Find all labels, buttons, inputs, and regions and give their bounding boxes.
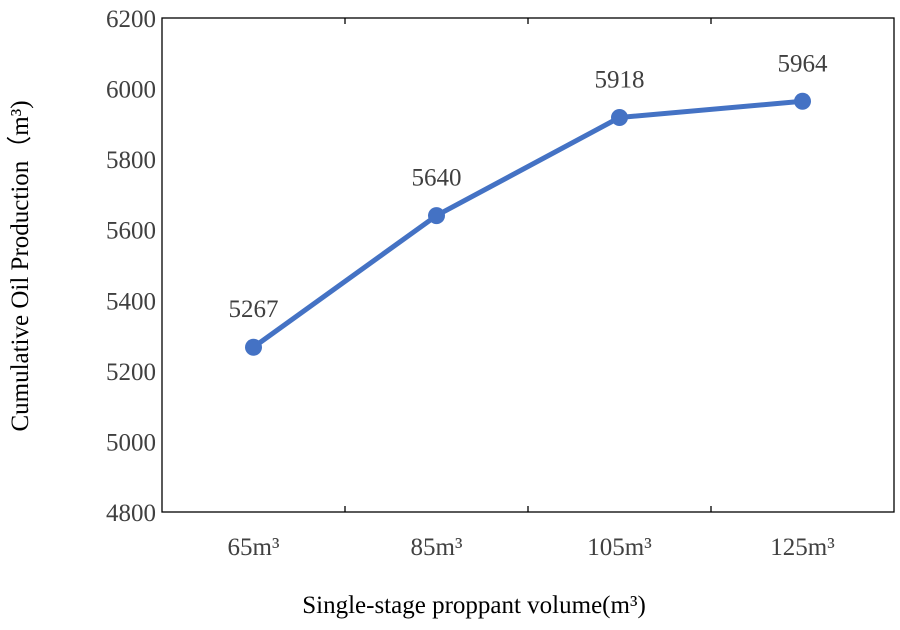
y-tick-label: 5600: [106, 218, 156, 245]
data-label: 5267: [229, 296, 279, 323]
data-point-marker: [428, 207, 445, 225]
axes-layer: [161, 17, 895, 513]
data-label: 5640: [412, 165, 462, 192]
x-tick-label: 65m³: [228, 534, 280, 561]
x-tick-label: 125m³: [770, 534, 835, 561]
series-layer: [245, 92, 811, 356]
y-tick-label: 5200: [106, 359, 156, 386]
data-labels-layer: 5267 5640 5918 5964: [229, 50, 829, 323]
x-tick-label: 105m³: [587, 534, 652, 561]
data-point-marker: [611, 109, 628, 127]
series-line: [251, 98, 805, 350]
ticks-layer: 4800 5000 5200 5400 5600 5800 6000 6200 65m³ 85m³…: [106, 6, 835, 561]
data-label: 5918: [595, 67, 645, 94]
y-tick-label: 4800: [106, 500, 156, 527]
y-tick-label: 6000: [106, 77, 156, 104]
y-axis-title: Cumulative Oil Production（m³): [6, 100, 34, 431]
data-point-marker: [794, 92, 811, 110]
y-tick-label: 5000: [106, 429, 156, 456]
data-label: 5964: [778, 50, 829, 77]
data-point-marker: [245, 338, 262, 356]
x-tick-label: 85m³: [411, 534, 463, 561]
x-axis-title: Single-stage proppant volume(m³): [302, 592, 646, 619]
plot-frame: [161, 17, 895, 513]
y-tick-label: 5400: [106, 288, 156, 315]
y-tick-label: 5800: [106, 147, 156, 174]
y-tick-label: 6200: [106, 6, 156, 33]
